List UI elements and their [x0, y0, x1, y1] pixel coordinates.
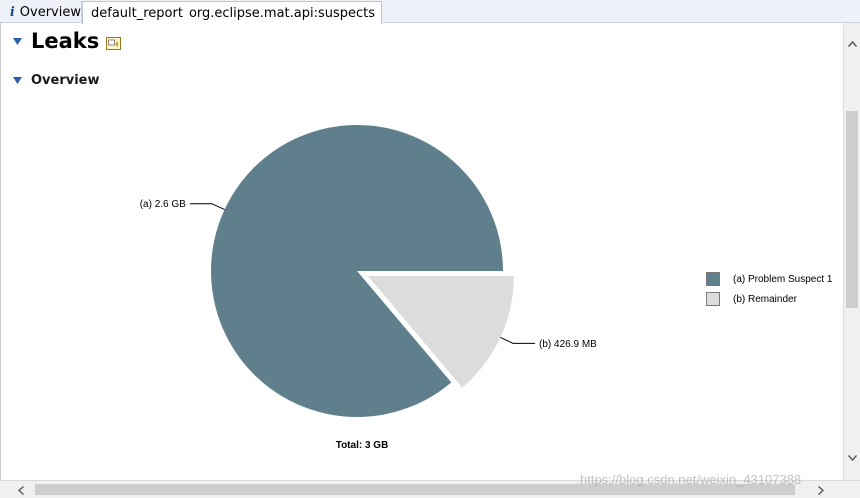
collapse-triangle-icon[interactable] — [13, 37, 22, 45]
scroll-down-icon[interactable] — [848, 455, 857, 461]
watermark: https://blog.csdn.net/weixin_43107388 — [580, 472, 802, 487]
overview-heading-row: Overview — [13, 73, 100, 88]
legend-label: (b) Remainder — [733, 293, 797, 305]
legend-label: (a) Problem Suspect 1 — [733, 273, 833, 285]
page-title: Leaks — [31, 29, 100, 53]
legend-swatch — [706, 272, 720, 286]
data-label: (a) 2.6 GB — [140, 199, 186, 210]
tab-default-report[interactable]: default_report org.eclipse.mat.api:suspe… — [82, 1, 382, 24]
tab-overview-label: Overview — [19, 4, 81, 20]
legend-item-b: (b) Remainder — [706, 292, 797, 306]
tab-default-report-label: default_report — [91, 5, 183, 21]
editor-tab-bar: i Overview default_report org.eclipse.ma… — [0, 0, 860, 24]
scroll-up-icon[interactable] — [848, 41, 857, 47]
pie-slice-b — [367, 276, 514, 388]
leader-line — [500, 337, 536, 344]
details-icon[interactable] — [106, 37, 122, 50]
pie-chart: (a) 2.6 GB (b) 426.9 MB Total: 3 GB — [140, 124, 597, 451]
tab-default-report-sublabel: org.eclipse.mat.api:suspects — [188, 5, 376, 21]
section-title: Overview — [31, 73, 100, 88]
chart-total: Total: 3 GB — [336, 440, 389, 451]
legend-swatch — [706, 292, 720, 306]
scroll-left-icon[interactable] — [18, 486, 24, 495]
horizontal-scrollbar[interactable] — [0, 480, 860, 498]
data-label: (b) 426.9 MB — [539, 339, 597, 350]
collapse-triangle-icon[interactable] — [13, 77, 22, 84]
horizontal-scroll-thumb[interactable] — [35, 484, 795, 495]
report-content: Leaks Overview (a) 2.6 GB (b) 426.9 MB To… — [0, 23, 843, 480]
info-icon: i — [9, 4, 15, 20]
leaks-heading-row: Leaks — [13, 29, 122, 53]
scroll-right-icon[interactable] — [818, 486, 824, 495]
vertical-scrollbar[interactable] — [843, 23, 860, 480]
legend-item-a: (a) Problem Suspect 1 — [706, 272, 833, 286]
tab-overview[interactable]: i Overview — [0, 1, 82, 23]
leader-line — [189, 203, 225, 211]
pie-slice-a — [210, 124, 503, 417]
vertical-scroll-thumb[interactable] — [846, 111, 858, 308]
